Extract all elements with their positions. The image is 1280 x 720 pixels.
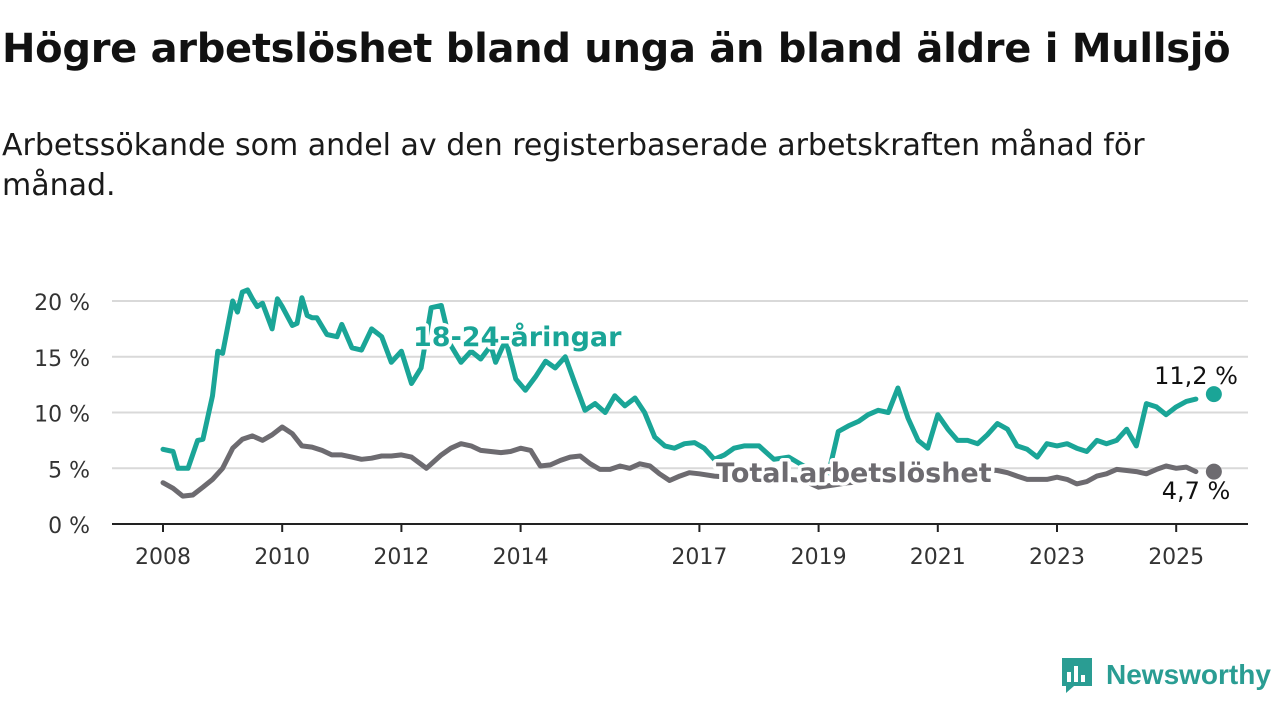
end-label-total: 4,7 % bbox=[1162, 477, 1231, 505]
bar-chart-logo-icon bbox=[1062, 658, 1092, 693]
end-label-youth: 11,2 % bbox=[1154, 362, 1238, 390]
x-tick-label: 2019 bbox=[791, 545, 847, 570]
x-tick-label: 2012 bbox=[373, 545, 429, 570]
series-line-youth bbox=[160, 287, 1199, 476]
x-tick-label: 2014 bbox=[493, 545, 549, 570]
x-tick-label: 2025 bbox=[1148, 545, 1204, 570]
series-label-youth: 18-24-åringar bbox=[413, 321, 622, 353]
x-tick-label: 2017 bbox=[671, 545, 727, 570]
end-marker-total bbox=[1205, 463, 1222, 480]
y-tick-label: 10 % bbox=[34, 403, 90, 428]
page-subtitle: Arbetssökande som andel av den registerb… bbox=[2, 128, 1145, 203]
y-tick-label: 15 % bbox=[34, 347, 90, 372]
x-tick-label: 2023 bbox=[1029, 545, 1085, 570]
x-tick-label: 2021 bbox=[910, 545, 966, 570]
x-tick-label: 2008 bbox=[135, 545, 191, 570]
y-tick-label: 5 % bbox=[48, 458, 90, 483]
x-tick-label: 2010 bbox=[254, 545, 310, 570]
logo-text: Newsworthy bbox=[1106, 659, 1271, 690]
page-title: Högre arbetslöshet bland unga än bland ä… bbox=[2, 26, 1231, 72]
series-line-total bbox=[160, 424, 1199, 499]
y-tick-label: 20 % bbox=[34, 291, 90, 316]
y-tick-label: 0 % bbox=[48, 514, 90, 539]
series-label-total: Total arbetslöshet bbox=[716, 458, 992, 489]
end-marker-youth bbox=[1205, 386, 1222, 403]
newsworthy-logo: Newsworthy bbox=[1060, 656, 1271, 694]
